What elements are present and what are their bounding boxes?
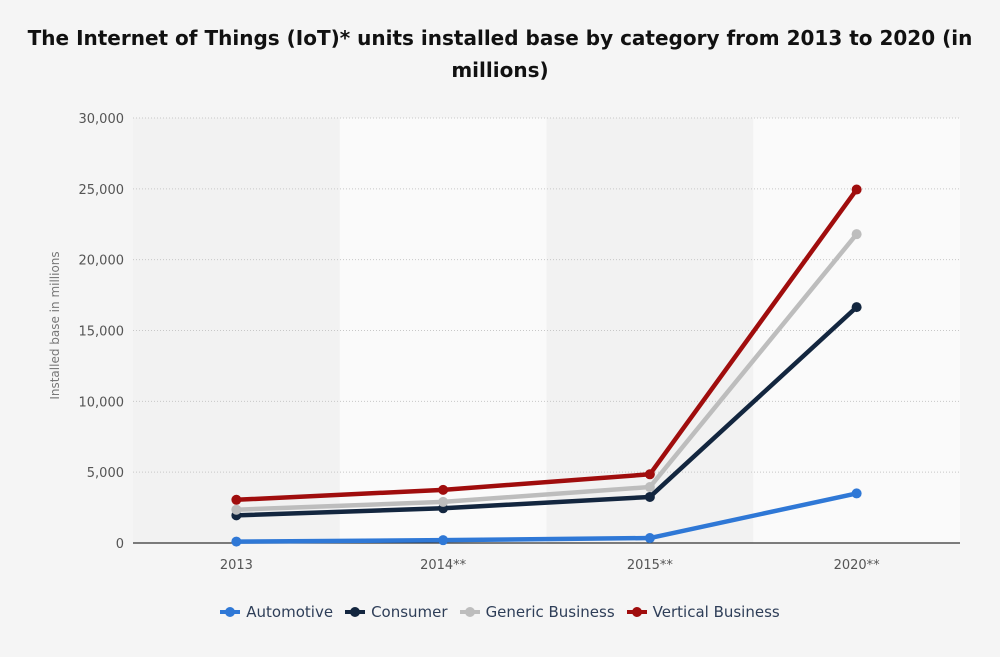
legend-item-consumer[interactable]: Consumer <box>345 603 448 621</box>
series-line-generic-business <box>234 231 859 512</box>
legend-swatch <box>220 605 241 619</box>
data-point-automotive <box>644 533 655 544</box>
x-tick-label: 2020** <box>834 558 881 573</box>
data-point-automotive <box>851 488 862 499</box>
data-point-generic-business <box>231 504 242 515</box>
series-line-consumer <box>234 304 859 518</box>
x-tick-label: 2013 <box>220 558 253 573</box>
data-point-generic-business <box>851 229 862 240</box>
y-tick-label: 5,000 <box>87 466 124 481</box>
y-tick-label: 0 <box>116 537 124 552</box>
data-point-automotive <box>438 535 449 546</box>
data-point-generic-business <box>438 496 449 507</box>
x-tick-label: 2014** <box>420 558 467 573</box>
series-vertical-business <box>231 184 862 505</box>
data-point-vertical-business <box>231 494 242 505</box>
legend-item-vertical-business[interactable]: Vertical Business <box>626 603 780 621</box>
y-tick-label: 25,000 <box>79 183 125 198</box>
data-point-vertical-business <box>644 469 655 480</box>
y-axis: 0 5,000 10,000 15,000 20,000 25,000 30,000 <box>79 112 125 552</box>
plot-band <box>339 118 547 543</box>
data-point-automotive <box>231 536 242 547</box>
series-line-automotive <box>234 491 859 544</box>
y-tick-label: 10,000 <box>79 395 125 410</box>
y-tick-label: 30,000 <box>79 112 125 127</box>
legend-swatch <box>459 605 480 619</box>
y-tick-label: 20,000 <box>79 254 125 269</box>
data-point-consumer <box>851 302 862 313</box>
legend-label: Automotive <box>246 603 334 621</box>
series-line-vertical-business <box>234 187 859 503</box>
legend-item-generic-business[interactable]: Generic Business <box>459 603 615 621</box>
data-point-generic-business <box>644 482 655 493</box>
y-axis-label: Installed base in millions <box>48 251 62 399</box>
x-axis: 2013 2014** 2015** 2020** <box>133 542 960 573</box>
data-point-vertical-business <box>438 484 449 495</box>
data-point-consumer <box>644 491 655 502</box>
legend: Automotive Consumer Generic Business Vertic… <box>0 603 1000 621</box>
chart-title: The Internet of Things (IoT)* units inst… <box>27 26 973 82</box>
legend-item-automotive[interactable]: Automotive <box>220 603 333 621</box>
legend-swatch <box>345 605 366 619</box>
data-point-vertical-business <box>851 184 862 195</box>
plot-band <box>133 118 340 543</box>
series-generic-business <box>231 229 862 515</box>
x-tick-label: 2015** <box>627 558 674 573</box>
legend-label: Generic Business <box>485 603 615 621</box>
legend-swatch <box>626 605 647 619</box>
legend-label: Vertical Business <box>652 603 780 621</box>
series-lines <box>231 184 862 547</box>
y-tick-label: 15,000 <box>79 325 125 340</box>
legend-label: Consumer <box>371 603 448 621</box>
series-automotive <box>231 488 862 547</box>
